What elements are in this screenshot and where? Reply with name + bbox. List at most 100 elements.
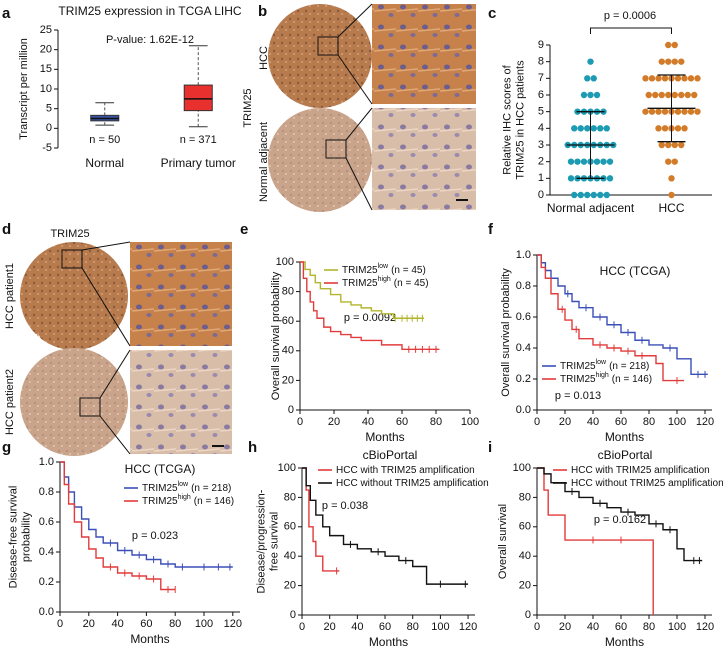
y-tick-label: 40 [519, 550, 531, 562]
y-tick-label: 20 [282, 374, 294, 386]
x-tick-label: Primary tumor [161, 156, 236, 170]
n-label: n = 371 [180, 134, 217, 146]
survival-curve [537, 467, 654, 615]
x-tick-label: 120 [224, 618, 242, 630]
legend-entry: TRIM25high (n = 146) [142, 494, 234, 507]
y-axis-label: TRIM25 in HCC patients [514, 60, 526, 180]
y-tick-label: 100 [276, 256, 294, 268]
survival-curve [60, 461, 233, 568]
tissue-core [268, 4, 372, 108]
dot [587, 58, 594, 65]
dot [674, 75, 682, 82]
y-tick-label: 80 [284, 491, 296, 503]
y-axis-label: free survival [268, 512, 280, 571]
dot [642, 75, 649, 82]
dot [674, 108, 682, 115]
x-tick-label: 100 [668, 416, 686, 428]
y-tick-label: 0 [46, 122, 52, 134]
legend-name: TRIM25 [560, 374, 596, 385]
legend-name: HCC with TRIM25 amplification [336, 465, 475, 476]
y-tick-label: -5 [42, 142, 52, 154]
y-tick-label: 80 [282, 286, 294, 298]
legend-name: HCC with TRIM25 amplification [571, 465, 710, 476]
dot [671, 141, 678, 149]
chart-title: cBioPortal [598, 448, 653, 462]
dot [671, 41, 678, 49]
dot [691, 91, 698, 99]
y-tick-label: 20 [40, 44, 52, 56]
survival-curve [60, 461, 176, 591]
y-tick-label: 6 [538, 89, 544, 101]
dot [655, 75, 662, 82]
y-tick-label: 20 [284, 580, 296, 592]
dot [694, 75, 701, 82]
dot [678, 141, 685, 149]
legend-name: TRIM25 [142, 496, 178, 507]
level-label: High [22, 332, 41, 342]
zoom-lines [81, 241, 131, 347]
legend-name: HCC without TRIM25 amplification [336, 478, 489, 489]
panel-letter: g [2, 439, 11, 456]
y-tick-label: 3 [538, 139, 544, 151]
x-tick-label: 100 [431, 621, 449, 633]
dot [648, 75, 656, 82]
x-tick-label: 40 [587, 416, 599, 428]
legend-entry: HCC without TRIM25 amplification [336, 478, 489, 489]
legend-name: TRIM25 [142, 483, 178, 494]
legend-sup: high [378, 276, 391, 283]
dot [668, 175, 675, 182]
x-tick-label: 60 [379, 621, 391, 633]
y-tick-label: 0 [525, 609, 531, 621]
dot [684, 91, 691, 99]
x-axis-label: Months [130, 632, 169, 646]
y-tick-label: 100 [278, 462, 296, 474]
legend-n: (n = 146) [612, 374, 652, 385]
tissue-core [268, 108, 372, 212]
legend-name: TRIM25 [342, 278, 378, 289]
dot [655, 108, 662, 115]
y-tick-label: 1.0 [39, 456, 54, 468]
dot [571, 125, 578, 132]
legend-n: (n = 218) [191, 483, 231, 494]
stain-label: TRIM25 [242, 88, 254, 127]
y-tick-label: 0.2 [516, 373, 531, 385]
survival-curve [302, 467, 340, 572]
x-tick-label: 20 [83, 618, 95, 630]
y-tick-label: 100 [513, 462, 531, 474]
y-tick-label: 10 [40, 83, 52, 95]
dot [671, 58, 678, 65]
dot [665, 141, 672, 149]
legend-name: HCC without TRIM25 amplification [571, 478, 723, 489]
x-tick-label: 40 [351, 621, 363, 633]
annotation: p = 0.0162 [594, 514, 646, 526]
chart-title: HCC (TCGA) [600, 264, 671, 278]
dot [661, 108, 669, 115]
x-tick-label: 20 [328, 416, 340, 428]
dot [668, 191, 675, 199]
dot [577, 191, 584, 199]
panel-letter: d [2, 221, 11, 238]
x-tick-label: HCC [659, 201, 685, 215]
dot [577, 125, 584, 132]
row-label: HCC [258, 46, 270, 70]
x-tick-label: 60 [396, 416, 408, 428]
legend-sup: low [378, 263, 389, 270]
y-tick-label: 0.4 [516, 342, 531, 354]
legend-entry: TRIM25high (n = 146) [560, 372, 652, 385]
y-tick-label: 1.0 [516, 249, 531, 261]
y-tick-label: 40 [282, 345, 294, 357]
y-tick-label: 0.0 [516, 404, 531, 416]
y-tick-label: 0.0 [39, 606, 54, 618]
level-label: Low [22, 440, 39, 450]
y-axis-label: Disease-free survival [7, 486, 19, 589]
x-tick-label: Normal adjacent [547, 201, 635, 215]
y-tick-label: 15 [40, 63, 52, 75]
zoom-lines [99, 349, 131, 455]
y-tick-label: 1 [538, 172, 544, 184]
x-tick-label: 120 [459, 621, 477, 633]
row-label: HCC patient2 [4, 369, 16, 435]
x-tick-label: 20 [559, 416, 571, 428]
y-axis-label: Disease/progression- [255, 489, 267, 593]
y-tick-label: 40 [284, 550, 296, 562]
